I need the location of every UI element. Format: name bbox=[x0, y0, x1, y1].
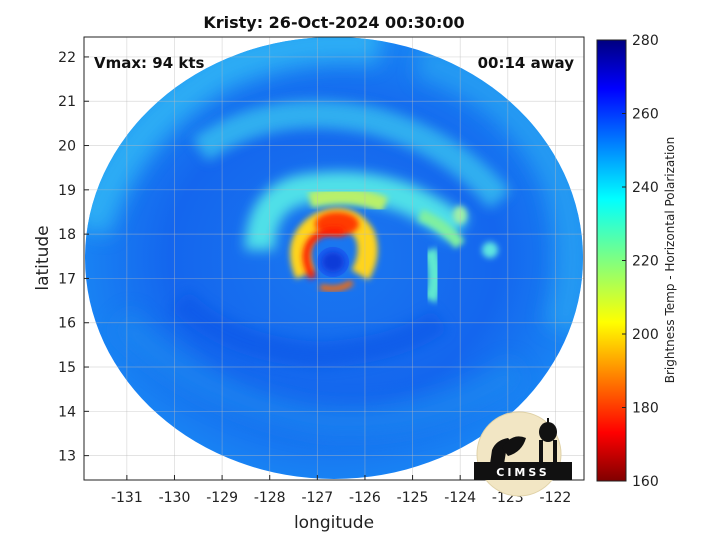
cimss-logo: CIMSS bbox=[474, 411, 572, 497]
x-tick-label: -125 bbox=[397, 490, 429, 506]
y-tick-label: 13 bbox=[58, 449, 76, 465]
colorbar-tick-label: 220 bbox=[632, 254, 659, 270]
colorbar-ticks: 160 180 200 220 240 260 280 bbox=[622, 33, 659, 490]
x-tick-label: -127 bbox=[301, 490, 333, 506]
x-tick-label: -129 bbox=[206, 490, 238, 506]
colorbar-label: Brightness Temp - Horizontal Polarizatio… bbox=[663, 137, 677, 384]
x-tick-label: -126 bbox=[349, 490, 381, 506]
y-tick-label: 18 bbox=[58, 227, 76, 243]
x-tick-label: -130 bbox=[159, 490, 191, 506]
colorbar-tick-label: 160 bbox=[632, 474, 659, 490]
colorbar-tick-label: 240 bbox=[632, 180, 659, 196]
colorbar-gradient bbox=[596, 39, 627, 482]
axes-frame bbox=[83, 36, 585, 481]
microwave-image bbox=[85, 37, 583, 479]
x-tick-label: -124 bbox=[444, 490, 476, 506]
axis-ticks: -131 -130 -129 -128 -127 -126 -125 -124 -123 -122… bbox=[58, 50, 571, 506]
y-tick-label: 19 bbox=[58, 183, 76, 199]
colorbar-tick-label: 260 bbox=[632, 107, 659, 123]
y-tick-label: 20 bbox=[58, 139, 76, 155]
colorbar: 160 180 200 220 240 260 280 Brightness Temp - … bbox=[596, 33, 677, 490]
y-tick-label: 15 bbox=[58, 360, 76, 376]
colorbar-tick-label: 180 bbox=[632, 401, 659, 417]
y-tick-label: 14 bbox=[58, 404, 76, 420]
chart-title: Kristy: 26-Oct-2024 00:30:00 bbox=[203, 13, 464, 32]
y-tick-label: 22 bbox=[58, 50, 76, 66]
time-away-annotation: 00:14 away bbox=[478, 54, 575, 72]
y-tick-label: 16 bbox=[58, 316, 76, 332]
x-axis-label: longitude bbox=[294, 513, 374, 533]
cimss-logo-text: CIMSS bbox=[496, 466, 549, 479]
x-tick-label: -122 bbox=[540, 490, 572, 506]
colorbar-tick-label: 280 bbox=[632, 33, 659, 49]
colorbar-tick-label: 200 bbox=[632, 327, 659, 343]
y-axis-label: latitude bbox=[33, 225, 53, 290]
y-tick-label: 17 bbox=[58, 271, 76, 287]
x-tick-label: -131 bbox=[111, 490, 143, 506]
x-tick-label: -128 bbox=[254, 490, 286, 506]
y-tick-label: 21 bbox=[58, 94, 76, 110]
vmax-annotation: Vmax: 94 kts bbox=[94, 54, 204, 72]
grid-lines bbox=[84, 37, 584, 480]
